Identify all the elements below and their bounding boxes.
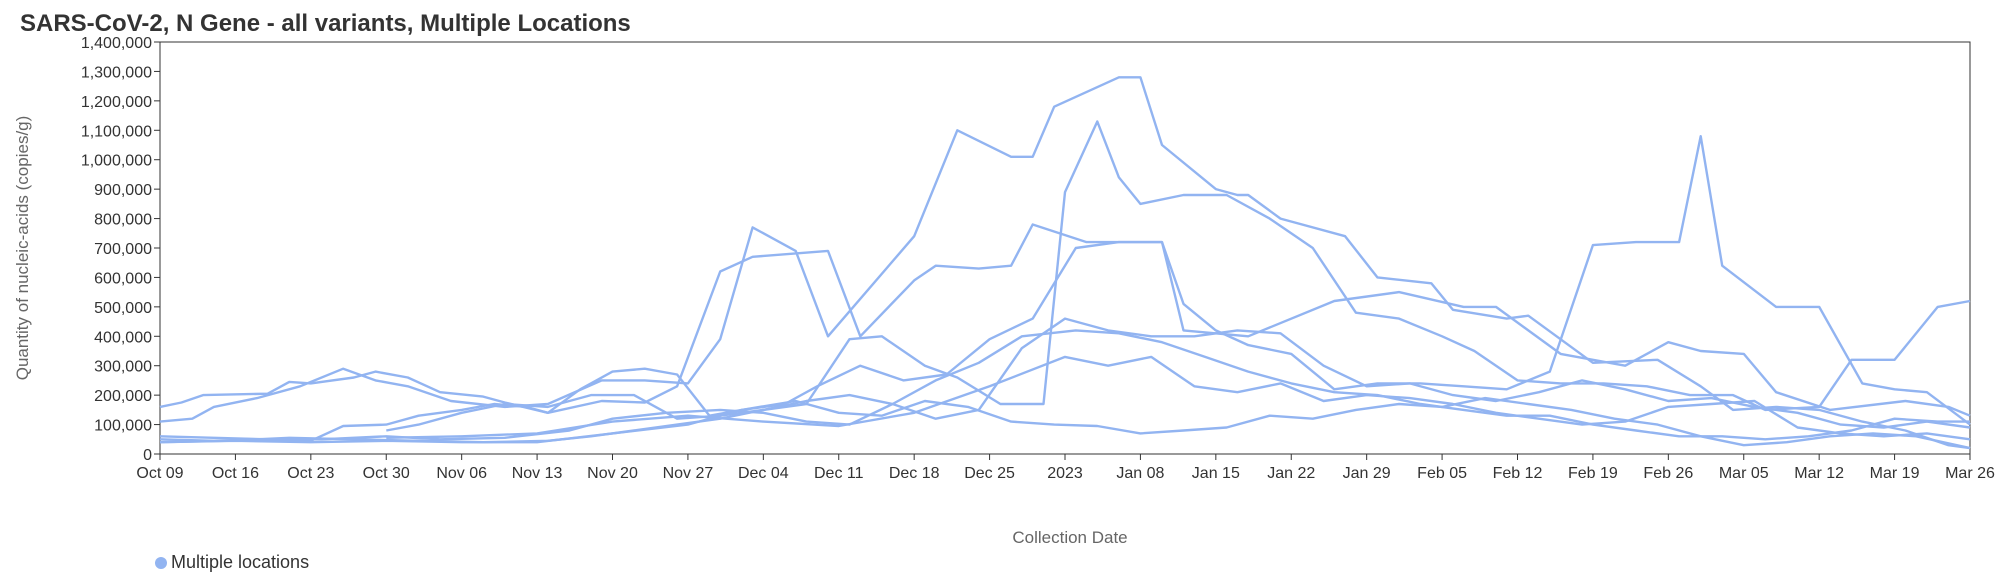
y-tick-label: 0	[143, 447, 152, 464]
legend[interactable]: Multiple locations	[155, 552, 309, 573]
y-tick-label: 900,000	[94, 182, 152, 199]
x-tick-label: Nov 27	[663, 465, 714, 482]
y-tick-label: 800,000	[94, 212, 152, 229]
y-tick-label: 600,000	[94, 270, 152, 287]
y-tick-label: 1,400,000	[81, 35, 152, 52]
y-tick-label: 700,000	[94, 241, 152, 258]
x-tick-label: 2023	[1047, 465, 1083, 482]
series-line[interactable]	[159, 317, 1971, 444]
x-axis-label: Collection Date	[1012, 528, 1127, 547]
x-tick-label: Jan 08	[1116, 465, 1164, 482]
x-tick-label: Dec 25	[964, 465, 1015, 482]
series-line[interactable]	[159, 396, 1971, 450]
chart-title: SARS-CoV-2, N Gene - all variants, Multi…	[20, 10, 631, 37]
x-tick-label: Oct 23	[287, 465, 334, 482]
series-line[interactable]	[159, 76, 1971, 450]
x-tick-label: Nov 20	[587, 465, 638, 482]
y-tick-label: 400,000	[94, 329, 152, 346]
x-tick-label: Jan 15	[1192, 465, 1240, 482]
x-tick-label: Feb 19	[1568, 465, 1618, 482]
x-tick-label: Nov 06	[436, 465, 487, 482]
series-line[interactable]	[386, 120, 1971, 432]
x-tick-label: Jan 29	[1343, 465, 1391, 482]
x-tick-label: Oct 16	[212, 465, 259, 482]
legend-swatch	[155, 556, 167, 569]
y-axis: 0 100,000 200,000 300,000 400,000 500,000 600,…	[81, 35, 160, 464]
x-tick-label: Oct 09	[136, 465, 183, 482]
x-tick-label: Jan 22	[1267, 465, 1315, 482]
y-axis-label: Quantity of nucleic-acids (copies/g)	[13, 116, 32, 381]
x-tick-label: Dec 18	[889, 465, 940, 482]
y-tick-label: 100,000	[94, 418, 152, 435]
y-tick-label: 1,100,000	[81, 123, 152, 140]
series-line[interactable]	[159, 223, 1971, 417]
y-tick-label: 1,300,000	[81, 64, 152, 81]
x-tick-label: Feb 26	[1643, 465, 1693, 482]
y-tick-label: 300,000	[94, 359, 152, 376]
x-tick-label: Mar 19	[1870, 465, 1920, 482]
x-tick-label: Mar 26	[1945, 465, 1995, 482]
series-line[interactable]	[386, 355, 1971, 441]
y-tick-label: 200,000	[94, 388, 152, 405]
series-line[interactable]	[159, 135, 1971, 442]
x-tick-label: Feb 12	[1493, 465, 1543, 482]
legend-label: Multiple locations	[171, 552, 310, 572]
x-tick-label: Oct 30	[363, 465, 410, 482]
x-tick-label: Feb 05	[1417, 465, 1467, 482]
y-tick-label: 500,000	[94, 300, 152, 317]
series-group	[159, 76, 1971, 450]
x-tick-label: Dec 04	[738, 465, 789, 482]
x-tick-label: Dec 11	[814, 465, 864, 482]
y-tick-label: 1,000,000	[81, 153, 152, 170]
plot-frame	[159, 41, 1971, 455]
x-tick-label: Mar 05	[1719, 465, 1769, 482]
x-tick-label: Nov 13	[512, 465, 563, 482]
x-tick-label: Mar 12	[1794, 465, 1844, 482]
y-tick-label: 1,200,000	[81, 94, 152, 111]
x-axis: Oct 09 Oct 16 Oct 23 Oct 30 Nov 06 Nov 13 Nov …	[136, 454, 1995, 482]
